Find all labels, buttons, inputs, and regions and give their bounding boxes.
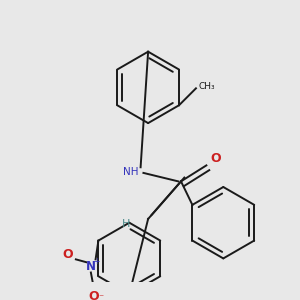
Text: O: O xyxy=(211,152,221,165)
Text: O: O xyxy=(62,248,73,261)
Text: O: O xyxy=(88,290,99,300)
Text: NH: NH xyxy=(124,167,139,177)
Text: CH₃: CH₃ xyxy=(199,82,215,91)
Text: +: + xyxy=(93,257,100,266)
Text: ⁻: ⁻ xyxy=(99,293,104,300)
Text: N: N xyxy=(86,260,96,273)
Text: H: H xyxy=(122,219,130,229)
